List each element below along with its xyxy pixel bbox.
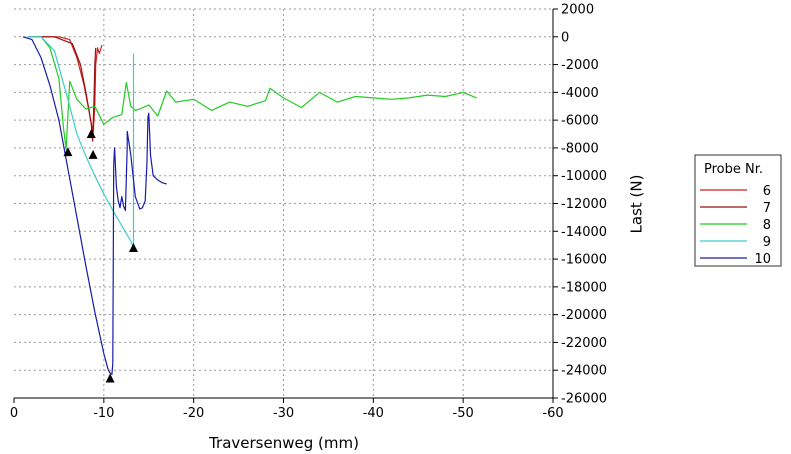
data-series — [22, 36, 477, 375]
series-line-10 — [22, 36, 167, 375]
series-line-8 — [27, 36, 477, 150]
series-line-7 — [27, 36, 97, 142]
legend-label-6: 6 — [763, 184, 771, 199]
x-tick-label: -20 — [183, 406, 204, 421]
y-tick-label: -24000 — [561, 364, 607, 379]
axes — [13, 8, 558, 403]
y-tick-label: -18000 — [561, 280, 607, 295]
y-tick-label: -10000 — [561, 169, 607, 184]
y-tick-label: 0 — [561, 30, 569, 45]
failure-marker — [86, 129, 96, 139]
legend-title: Probe Nr. — [704, 162, 763, 177]
y-tick-label: -20000 — [561, 308, 607, 323]
y-tick-label: -16000 — [561, 253, 607, 268]
legend-label-9: 9 — [763, 235, 771, 250]
y-tick-label: -12000 — [561, 197, 607, 212]
x-tick-labels: 0 -10 -20 -30 -40 -50 -60 — [10, 406, 564, 421]
series-line-9 — [27, 36, 135, 249]
y-tick-labels: 2000 0 -2000 -4000 -6000 -8000 -10000 -12000 -14… — [561, 3, 607, 407]
legend-label-7: 7 — [763, 201, 771, 216]
x-tick-label: 0 — [10, 406, 18, 421]
failure-marker — [128, 242, 138, 252]
y-tick-label: -2000 — [561, 58, 599, 73]
x-tick-label: -10 — [93, 406, 114, 421]
x-axis-title: Traversenweg (mm) — [208, 434, 359, 452]
x-tick-label: -50 — [453, 406, 474, 421]
failure-marker — [63, 147, 73, 157]
y-tick-label: -8000 — [561, 141, 599, 156]
failure-marker — [88, 149, 98, 159]
x-tick-label: -30 — [273, 406, 294, 421]
legend-items: 6 7 8 9 10 — [700, 184, 771, 267]
x-tick-label: -40 — [363, 406, 384, 421]
legend-label-8: 8 — [763, 218, 771, 233]
failure-marker — [105, 373, 115, 383]
y-tick-label: -6000 — [561, 114, 599, 129]
y-tick-label: -4000 — [561, 86, 599, 101]
failure-markers — [63, 129, 138, 383]
y-axis-title: Last (N) — [628, 175, 646, 234]
y-tick-label: -14000 — [561, 225, 607, 240]
x-tick-label: -60 — [542, 406, 563, 421]
y-tick-label: -26000 — [561, 392, 607, 407]
y-tick-label: 2000 — [561, 3, 594, 18]
y-tick-label: -22000 — [561, 336, 607, 351]
legend: Probe Nr. 6 7 8 9 10 — [694, 154, 782, 267]
legend-box — [694, 154, 782, 267]
legend-label-10: 10 — [754, 252, 771, 267]
